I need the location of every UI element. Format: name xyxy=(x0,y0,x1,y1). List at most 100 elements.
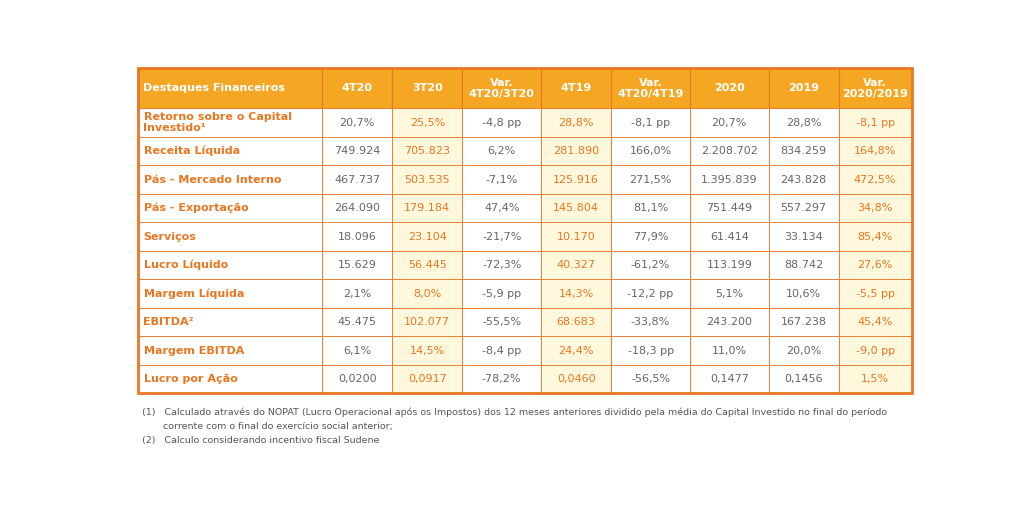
Bar xyxy=(392,194,463,223)
Text: (1)   Calculado através do NOPAT (Lucro Operacional após os Impostos) dos 12 mes: (1) Calculado através do NOPAT (Lucro Op… xyxy=(142,407,887,417)
Text: 81,1%: 81,1% xyxy=(633,203,669,213)
Text: Var.
4T20/3T20: Var. 4T20/3T20 xyxy=(469,78,535,99)
Bar xyxy=(769,251,839,279)
Text: 472,5%: 472,5% xyxy=(854,175,896,185)
Text: 20,7%: 20,7% xyxy=(712,118,746,128)
Text: 145.804: 145.804 xyxy=(553,203,599,213)
Text: 11,0%: 11,0% xyxy=(712,345,746,355)
Text: 2,1%: 2,1% xyxy=(343,289,372,299)
Bar xyxy=(138,337,322,365)
Bar xyxy=(611,109,690,137)
Text: 8,0%: 8,0% xyxy=(413,289,441,299)
Bar xyxy=(322,365,392,393)
Bar xyxy=(690,68,769,109)
Text: -18,3 pp: -18,3 pp xyxy=(628,345,674,355)
Bar xyxy=(138,68,911,393)
Text: 557.297: 557.297 xyxy=(780,203,826,213)
Bar xyxy=(541,68,611,109)
Text: 503.535: 503.535 xyxy=(404,175,451,185)
Bar xyxy=(690,165,769,194)
Bar xyxy=(839,279,911,308)
Text: Margem EBITDA: Margem EBITDA xyxy=(143,345,244,355)
Bar xyxy=(769,165,839,194)
Text: -5,5 pp: -5,5 pp xyxy=(856,289,895,299)
Text: -12,2 pp: -12,2 pp xyxy=(628,289,674,299)
Text: 3T20: 3T20 xyxy=(412,83,442,93)
Text: Destaques Financeiros: Destaques Financeiros xyxy=(142,83,285,93)
Bar xyxy=(541,251,611,279)
Bar xyxy=(611,165,690,194)
Bar xyxy=(769,68,839,109)
Text: 20,0%: 20,0% xyxy=(786,345,821,355)
Bar xyxy=(769,109,839,137)
Text: 243.828: 243.828 xyxy=(780,175,826,185)
Bar xyxy=(322,194,392,223)
Text: 45,4%: 45,4% xyxy=(857,317,893,327)
Bar xyxy=(690,279,769,308)
Text: 40.327: 40.327 xyxy=(557,260,596,270)
Text: -56,5%: -56,5% xyxy=(631,374,670,384)
Bar xyxy=(690,337,769,365)
Bar xyxy=(839,137,911,165)
Text: 102.077: 102.077 xyxy=(404,317,451,327)
Text: 23.104: 23.104 xyxy=(408,232,446,242)
Bar xyxy=(690,365,769,393)
Bar xyxy=(839,337,911,365)
Text: 467.737: 467.737 xyxy=(334,175,380,185)
Bar xyxy=(839,308,911,337)
Text: 77,9%: 77,9% xyxy=(633,232,669,242)
Bar xyxy=(611,251,690,279)
Text: 751.449: 751.449 xyxy=(707,203,753,213)
Bar xyxy=(541,308,611,337)
Bar xyxy=(463,68,541,109)
Bar xyxy=(611,365,690,393)
Text: 10,6%: 10,6% xyxy=(786,289,821,299)
Bar xyxy=(541,194,611,223)
Bar xyxy=(392,165,463,194)
Bar xyxy=(769,137,839,165)
Text: Var.
4T20/4T19: Var. 4T20/4T19 xyxy=(617,78,684,99)
Bar xyxy=(611,308,690,337)
Bar xyxy=(463,194,541,223)
Bar xyxy=(611,137,690,165)
Text: Receita Líquida: Receita Líquida xyxy=(143,146,240,156)
Text: 28,8%: 28,8% xyxy=(558,118,594,128)
Bar xyxy=(392,279,463,308)
Bar xyxy=(392,308,463,337)
Bar xyxy=(322,68,392,109)
Bar xyxy=(138,223,322,251)
Text: -8,1 pp: -8,1 pp xyxy=(856,118,895,128)
Text: 33.134: 33.134 xyxy=(784,232,823,242)
Text: 0,0917: 0,0917 xyxy=(408,374,446,384)
Text: 47,4%: 47,4% xyxy=(484,203,519,213)
Text: 88.742: 88.742 xyxy=(784,260,823,270)
Bar xyxy=(769,279,839,308)
Text: Var.
2020/2019: Var. 2020/2019 xyxy=(842,78,908,99)
Bar xyxy=(463,308,541,337)
Text: -8,4 pp: -8,4 pp xyxy=(482,345,521,355)
Bar xyxy=(769,223,839,251)
Bar xyxy=(138,251,322,279)
Text: -8,1 pp: -8,1 pp xyxy=(631,118,670,128)
Text: -78,2%: -78,2% xyxy=(482,374,521,384)
Bar xyxy=(392,365,463,393)
Text: 0,0200: 0,0200 xyxy=(338,374,377,384)
Bar xyxy=(392,337,463,365)
Text: Retorno sobre o Capital
Investido¹: Retorno sobre o Capital Investido¹ xyxy=(143,112,292,133)
Bar xyxy=(392,109,463,137)
Text: 14,3%: 14,3% xyxy=(558,289,594,299)
Text: 0,1477: 0,1477 xyxy=(710,374,749,384)
Text: 18.096: 18.096 xyxy=(338,232,377,242)
Text: -5,9 pp: -5,9 pp xyxy=(482,289,521,299)
Text: 834.259: 834.259 xyxy=(780,146,826,156)
Text: 6,1%: 6,1% xyxy=(343,345,371,355)
Bar xyxy=(690,194,769,223)
Bar xyxy=(690,223,769,251)
Bar xyxy=(611,279,690,308)
Bar xyxy=(392,251,463,279)
Bar xyxy=(839,365,911,393)
Text: Lucro por Ação: Lucro por Ação xyxy=(143,374,238,384)
Bar xyxy=(138,308,322,337)
Bar xyxy=(463,165,541,194)
Bar xyxy=(839,251,911,279)
